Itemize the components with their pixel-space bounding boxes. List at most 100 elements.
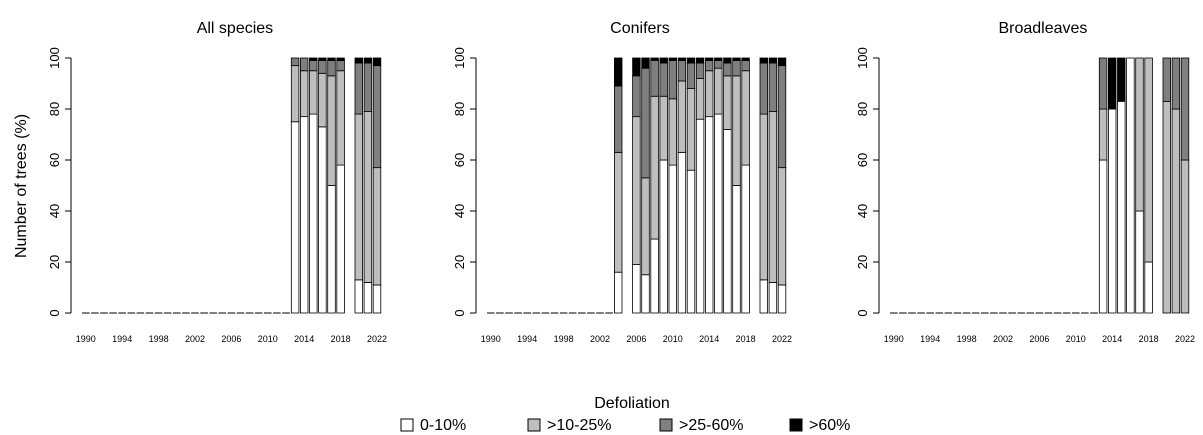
- bar-segment-gt60: [327, 57, 336, 61]
- x-tick-label: 2018: [736, 334, 756, 344]
- bar-segment-gt60: [759, 57, 768, 64]
- bar-segment-gt10-25: [318, 72, 327, 128]
- bar-segment-gt25-60: [299, 57, 309, 72]
- bar-segment-gt25-60: [686, 62, 696, 89]
- bar-segment-0-10: [759, 279, 768, 314]
- bar-segment-gt10-25: [1180, 159, 1190, 314]
- bar-segment-gt10-25: [614, 151, 623, 273]
- panel-title: Broadleaves: [998, 20, 1087, 37]
- x-tick-label: 1998: [149, 334, 169, 344]
- bar-segment-gt25-60: [677, 60, 687, 82]
- bar-segment-gt60: [354, 57, 363, 64]
- legend-label-gt10-25: >10-25%: [547, 417, 612, 434]
- bar-segment-gt60: [372, 57, 382, 67]
- x-tick-label: 2018: [1139, 334, 1159, 344]
- bar-segment-0-10: [614, 271, 623, 314]
- bar-segment-0-10: [290, 121, 300, 314]
- legend-swatch-0-10: [400, 418, 414, 432]
- y-tick-label: 0: [452, 309, 467, 316]
- legend-swatch-gt25-60: [659, 418, 673, 432]
- bar-segment-0-10: [299, 116, 309, 314]
- y-tick-label: 0: [47, 309, 62, 316]
- bar-segment-gt10-25: [309, 70, 318, 115]
- bar-segment-gt25-60: [354, 62, 363, 115]
- bar-segment-0-10: [650, 238, 659, 314]
- panel-title: All species: [197, 20, 273, 37]
- bar-segment-gt25-60: [1162, 57, 1171, 102]
- bar-segment-gt10-25: [777, 167, 787, 286]
- bar-segment-gt25-60: [318, 60, 327, 74]
- legend: Defoliation 0-10% >10-25% >25-60% >60%: [400, 395, 850, 434]
- x-tick-label: 2002: [590, 334, 610, 344]
- x-tick-label: 1994: [517, 334, 537, 344]
- y-tick-label: 20: [47, 255, 62, 269]
- bar-segment-gt25-60: [650, 60, 659, 97]
- y-tick-label: 60: [47, 153, 62, 167]
- bar-segment-gt10-25: [705, 70, 714, 118]
- x-tick-label: 2022: [367, 334, 387, 344]
- bar-segment-gt60: [614, 57, 623, 87]
- bar-segment-gt25-60: [768, 62, 778, 112]
- x-tick-label: 1994: [920, 334, 940, 344]
- bar-segment-gt10-25: [732, 75, 741, 186]
- bar-segment-0-10: [632, 264, 641, 314]
- x-tick-label: 1990: [76, 334, 96, 344]
- bar-segment-gt25-60: [695, 62, 705, 79]
- bar-segment-gt25-60: [641, 67, 650, 179]
- bar-segment-gt10-25: [372, 167, 382, 286]
- bar-segment-gt10-25: [641, 177, 650, 276]
- x-tick-label: 2014: [1102, 334, 1122, 344]
- bar-segment-gt10-25: [1098, 108, 1108, 161]
- bar-segment-gt60: [768, 57, 778, 64]
- bar-segment-gt60: [668, 57, 677, 61]
- bar-segment-gt10-25: [299, 70, 309, 118]
- bar-segment-gt25-60: [336, 60, 345, 72]
- bar-segment-gt60: [659, 57, 668, 64]
- y-tick-label: 20: [452, 255, 467, 269]
- bar-segment-gt60: [1108, 57, 1117, 110]
- bar-segment-gt25-60: [659, 62, 668, 97]
- bar-segment-gt60: [677, 57, 687, 61]
- bar-segment-gt60: [650, 57, 659, 61]
- x-tick-label: 2006: [626, 334, 646, 344]
- x-tick-label: 1994: [112, 334, 132, 344]
- bar-segment-gt10-25: [668, 98, 677, 166]
- bar-segment-gt25-60: [732, 60, 741, 77]
- bar-segment-gt25-60: [614, 85, 623, 153]
- legend-swatch-gt10-25: [527, 418, 541, 432]
- bar-segment-gt60: [1117, 57, 1126, 102]
- bar-segment-gt25-60: [1180, 57, 1190, 161]
- bar-segment-gt60: [632, 57, 641, 77]
- bar-segment-gt10-25: [741, 70, 750, 166]
- bar-segment-gt25-60: [723, 62, 732, 77]
- bar-segment-gt60: [723, 57, 732, 64]
- bar-segment-0-10: [1135, 210, 1144, 314]
- bar-segment-gt25-60: [372, 65, 382, 169]
- bar-segment-gt25-60: [290, 57, 300, 67]
- y-tick-label: 80: [855, 102, 870, 116]
- x-tick-label: 2002: [993, 334, 1013, 344]
- bar-segment-gt10-25: [723, 75, 732, 130]
- bar-segment-0-10: [714, 113, 723, 314]
- bar-segment-gt10-25: [1135, 57, 1144, 212]
- bar-segment-0-10: [705, 116, 714, 314]
- y-tick-label: 80: [47, 102, 62, 116]
- bar-segment-gt10-25: [632, 116, 641, 265]
- x-tick-label: 1998: [554, 334, 574, 344]
- bar-segment-gt60: [777, 57, 787, 67]
- bar-segment-0-10: [777, 284, 787, 314]
- bar-segment-gt25-60: [327, 60, 336, 77]
- bar-segment-0-10: [668, 164, 677, 314]
- x-tick-label: 2010: [663, 334, 683, 344]
- x-tick-label: 2022: [1175, 334, 1195, 344]
- x-tick-label: 2006: [221, 334, 241, 344]
- bar-segment-0-10: [1126, 57, 1135, 314]
- bar-segment-gt25-60: [1171, 57, 1181, 110]
- bar-segment-gt25-60: [309, 60, 318, 72]
- legend-title: Defoliation: [594, 395, 670, 412]
- bar-segment-gt10-25: [768, 111, 778, 283]
- bar-segment-gt10-25: [290, 65, 300, 123]
- x-tick-label: 1998: [957, 334, 977, 344]
- x-tick-label: 2014: [294, 334, 314, 344]
